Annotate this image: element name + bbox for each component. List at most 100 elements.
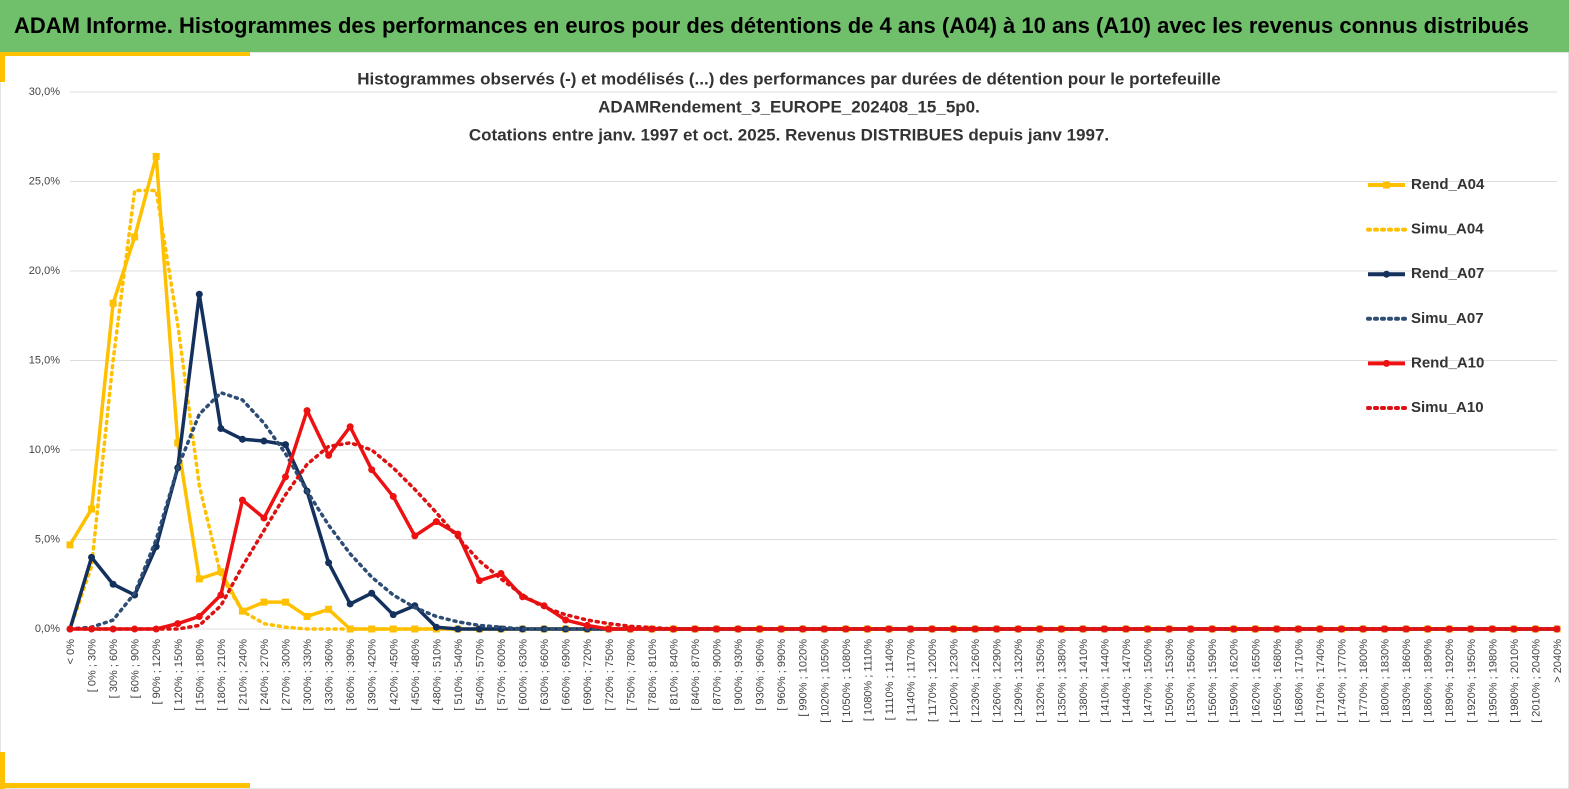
x-tick-label: [ 1530% ; 1560% [1186, 639, 1198, 723]
x-tick-label: [ 840% ; 870% [690, 639, 702, 711]
marker [1079, 625, 1087, 633]
x-tick-label: [ 420% ; 450% [388, 639, 400, 711]
x-tick-label: [ 240% ; 270% [259, 639, 271, 711]
x-tick-label: [ 30% ; 60% [108, 639, 120, 699]
marker [475, 577, 483, 585]
marker [562, 616, 570, 624]
x-tick-label: [ 270% ; 300% [281, 639, 293, 711]
x-tick-label: [ 870% ; 900% [712, 639, 724, 711]
x-tick-label: [ 630% ; 660% [539, 639, 551, 711]
marker [174, 439, 182, 447]
marker [238, 435, 246, 443]
y-tick-label: 10,0% [29, 444, 60, 456]
marker [842, 625, 850, 633]
x-tick-label: [ 1770% ; 1800% [1358, 639, 1370, 723]
marker [260, 437, 268, 445]
x-tick-label: [ 720% ; 750% [604, 639, 616, 711]
marker [346, 423, 354, 431]
x-tick-label: [ 60% ; 90% [130, 639, 142, 699]
x-tick-label: [ 1170% ; 1200% [927, 639, 939, 722]
x-tick-label: [ 1020% ; 1050% [819, 639, 831, 723]
x-tick-label: [ 390% ; 420% [367, 639, 379, 711]
x-tick-label: [ 1410% ; 1440% [1099, 639, 1111, 723]
accent [0, 52, 5, 82]
x-tick-label: [ 330% ; 360% [324, 639, 336, 711]
x-tick-label: [ 1920% ; 1950% [1466, 639, 1478, 723]
marker [368, 466, 376, 474]
x-tick-label: [ 0% ; 30% [87, 639, 99, 692]
x-tick-label: [ 900% ; 930% [733, 639, 745, 711]
header: ADAM Informe. Histogrammes des performan… [0, 0, 1569, 52]
x-tick-label: [ 690% ; 720% [582, 639, 594, 711]
x-tick-label: [ 1320% ; 1350% [1035, 639, 1047, 723]
chart-title: Cotations entre janv. 1997 et oct. 2025.… [469, 125, 1109, 144]
marker [260, 598, 268, 606]
marker [282, 441, 290, 449]
x-tick-label: [ 510% ; 540% [453, 639, 465, 711]
marker [174, 620, 182, 628]
accent [0, 52, 250, 56]
y-tick-label: 0,0% [35, 623, 60, 635]
legend-marker [1383, 181, 1390, 189]
marker [282, 473, 290, 481]
y-tick-label: 30,0% [29, 86, 60, 98]
marker [605, 625, 613, 633]
x-tick-label: [ 1080% ; 1110% [862, 639, 874, 721]
marker [583, 621, 591, 629]
y-tick-label: 20,0% [29, 265, 60, 277]
x-tick-label: [ 1740% ; 1770% [1336, 639, 1348, 723]
x-tick-label: [ 1440% ; 1470% [1121, 639, 1133, 723]
legend-label: Simu_A10 [1411, 399, 1484, 416]
marker [325, 559, 333, 567]
marker [238, 496, 246, 504]
marker [389, 493, 397, 501]
legend-marker [1383, 270, 1390, 278]
x-tick-label: [ 1950% ; 1980% [1487, 639, 1499, 723]
legend-marker [1383, 359, 1390, 367]
y-tick-label: 25,0% [29, 175, 60, 187]
x-tick-label: [ 1710% ; 1740% [1315, 639, 1327, 723]
marker [1359, 625, 1367, 633]
marker [282, 598, 290, 606]
marker [260, 514, 268, 522]
marker [152, 152, 160, 160]
x-tick-label: [ 1680% ; 1710% [1293, 639, 1305, 723]
x-tick-label: [ 210% ; 240% [237, 639, 249, 711]
marker [368, 589, 376, 597]
x-tick-label: [ 480% ; 510% [431, 639, 443, 711]
legend-label: Rend_A10 [1411, 354, 1484, 371]
marker [217, 591, 225, 599]
x-tick-label: [ 180% ; 210% [216, 639, 228, 711]
x-tick-label: [ 570% ; 600% [496, 639, 508, 711]
x-tick-label: [ 1800% ; 1830% [1380, 639, 1392, 723]
marker [217, 425, 225, 433]
x-tick-label: [ 1140% ; 1170% [905, 639, 917, 721]
x-tick-label: [ 960% ; 990% [776, 639, 788, 711]
x-tick-label: [ 1380% ; 1410% [1078, 639, 1090, 723]
legend-label: Simu_A07 [1411, 310, 1484, 327]
marker [1122, 625, 1130, 633]
x-tick-label: [ 750% ; 780% [625, 639, 637, 711]
x-tick-label: [ 1200% ; 1230% [949, 639, 961, 723]
marker [325, 451, 333, 459]
marker [303, 407, 311, 415]
marker [346, 600, 354, 608]
marker [1381, 625, 1389, 633]
x-tick-label: [ 1860% ; 1890% [1423, 639, 1435, 723]
x-tick-label: [ 1260% ; 1290% [992, 639, 1004, 723]
marker [131, 233, 139, 241]
x-tick-label: [ 1620% ; 1650% [1250, 639, 1262, 723]
marker [195, 575, 203, 583]
accent [0, 783, 250, 788]
x-tick-label: [ 1110% ; 1140% [884, 639, 896, 721]
x-tick-label: [ 150% ; 180% [194, 639, 206, 711]
marker [432, 623, 440, 631]
x-tick-label: [ 990% ; 1020% [798, 639, 810, 717]
x-tick-label: [ 1470% ; 1500% [1143, 639, 1155, 723]
x-tick-label: [ 360% ; 390% [345, 639, 357, 711]
x-tick-label: < 0% [65, 639, 77, 665]
marker [389, 611, 397, 619]
marker [88, 505, 96, 513]
x-tick-label: [ 540% ; 570% [474, 639, 486, 711]
